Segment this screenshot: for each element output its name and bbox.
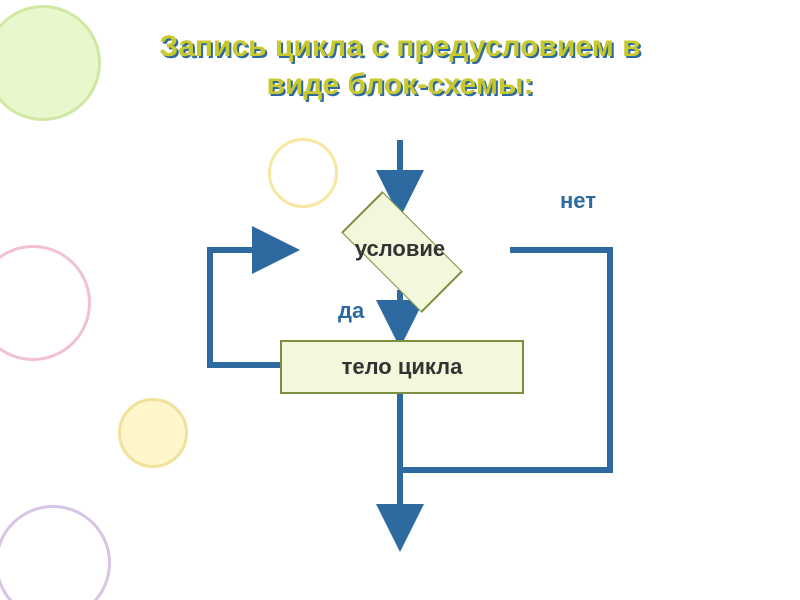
- no-label: нет: [560, 188, 596, 214]
- flowchart-arrows: [0, 0, 800, 600]
- yes-label: да: [338, 298, 364, 324]
- slide: { "canvas": { "width": 800, "height": 60…: [0, 0, 800, 600]
- loop-body-label: тело цикла: [342, 354, 463, 380]
- loop-body-box: тело цикла: [280, 340, 524, 394]
- condition-label: условие: [310, 236, 490, 262]
